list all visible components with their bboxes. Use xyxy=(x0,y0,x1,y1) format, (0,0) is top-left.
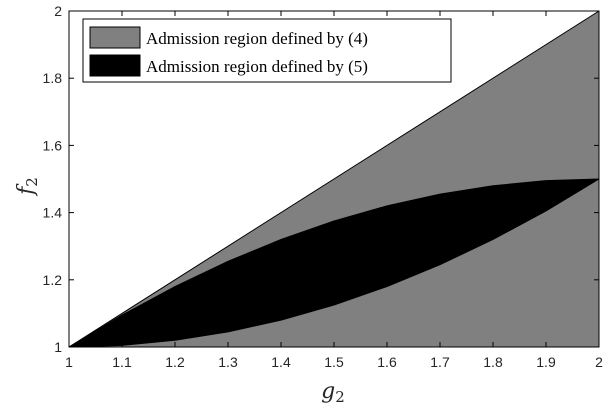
y-tick-label: 1.8 xyxy=(43,70,63,86)
x-tick-label: 1 xyxy=(65,354,73,370)
x-tick-label: 1.4 xyxy=(271,354,291,370)
y-tick-label: 2 xyxy=(54,3,62,19)
legend-swatch-series-1 xyxy=(89,26,141,49)
axis-ticks xyxy=(68,10,600,348)
legend-label-series-1: Admission region defined by (4) xyxy=(146,29,368,48)
legend-swatch-series-2 xyxy=(89,54,141,77)
x-tick-label: 1.8 xyxy=(483,354,503,370)
legend-box xyxy=(82,18,452,83)
x-tick-label: 1.6 xyxy=(377,354,397,370)
legend-label-series-2: Admission region defined by (5) xyxy=(146,57,368,76)
y-tick-label: 1.2 xyxy=(43,272,63,288)
legend: Admission region defined by (4) Admissio… xyxy=(82,18,452,83)
x-tick-label: 1.9 xyxy=(536,354,556,370)
y-tick-label: 1 xyxy=(54,339,62,355)
x-tick-label: 1.3 xyxy=(218,354,238,370)
x-tick-label: 2 xyxy=(595,354,603,370)
x-tick-label: 1.1 xyxy=(112,354,132,370)
y-tick-label: 1.6 xyxy=(43,137,63,153)
tick-labels: 1 1.1 1.2 1.3 1.4 1.5 1.6 1.7 1.8 1.9 2 1 1.2 1.4 1.6 1… xyxy=(43,3,604,370)
x-tick-label: 1.7 xyxy=(430,354,450,370)
x-tick-label: 1.2 xyxy=(165,354,185,370)
x-axis-label: g2 xyxy=(321,379,345,403)
x-tick-label: 1.5 xyxy=(324,354,344,370)
y-tick-label: 1.4 xyxy=(43,205,63,221)
